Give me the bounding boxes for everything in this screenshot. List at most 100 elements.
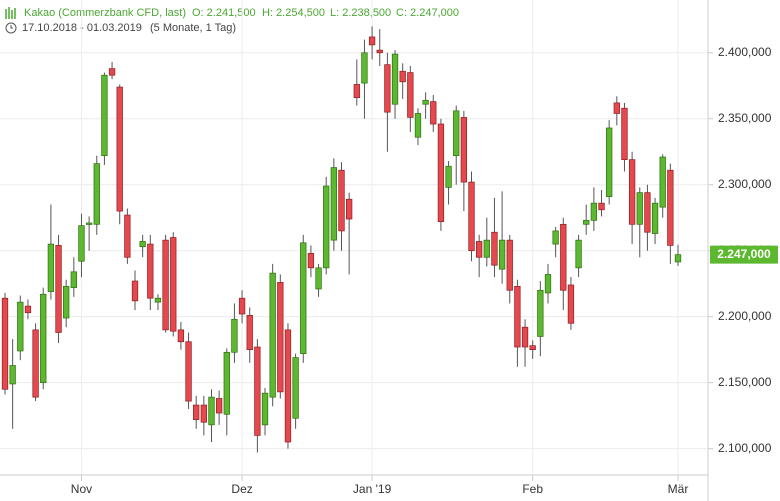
candle-body xyxy=(453,110,460,157)
candle-body xyxy=(476,241,483,258)
candle-body xyxy=(430,101,437,125)
candle-body xyxy=(215,398,223,414)
candle-body xyxy=(85,222,93,225)
candle-body xyxy=(567,284,575,324)
candle-body xyxy=(284,329,292,443)
candle-body xyxy=(223,351,230,415)
candle-body xyxy=(24,305,32,314)
candle-body xyxy=(277,282,284,393)
header: Kakao (Commerzbank CFD, last) O: 2.241,5… xyxy=(5,7,459,34)
candle-body xyxy=(621,107,628,161)
candle-body xyxy=(613,102,620,114)
candle-body xyxy=(292,357,299,419)
close-label: C: 2.247,000 xyxy=(396,7,459,19)
y-tick-label: 2.150,000 xyxy=(718,375,772,389)
candle-body xyxy=(269,272,276,398)
clock-icon xyxy=(5,22,17,34)
candle-body xyxy=(193,404,200,420)
candle-body xyxy=(231,318,238,353)
candle-body xyxy=(659,156,666,208)
clock-hand xyxy=(10,25,13,29)
candle-body xyxy=(78,225,85,262)
last-price-box xyxy=(710,245,778,264)
candle-body xyxy=(17,301,24,352)
candle-body xyxy=(200,404,207,423)
candle-body xyxy=(9,365,16,385)
candle-body xyxy=(483,239,490,258)
candle-body xyxy=(384,64,391,113)
candle-body xyxy=(437,123,445,223)
y-tick-label: 2.350,000 xyxy=(718,111,772,125)
candle-body xyxy=(300,242,307,354)
candle-body xyxy=(391,53,399,105)
candle-body xyxy=(491,231,498,266)
candle-body xyxy=(583,219,590,225)
x-tick-label: Mär xyxy=(668,482,689,496)
candle-body xyxy=(552,230,559,245)
candle-body xyxy=(514,285,521,348)
candle-body xyxy=(368,36,376,46)
y-tick-label: 2.300,000 xyxy=(718,177,772,191)
candle-body xyxy=(445,165,452,188)
candle-body xyxy=(47,243,55,292)
instrument: Kakao (Commerzbank CFD, last) xyxy=(24,7,186,19)
candle-body xyxy=(254,346,261,436)
period: (5 Monate, 1 Tag) xyxy=(150,22,236,34)
candle-body xyxy=(330,167,338,241)
open-label: O: 2.241,500 xyxy=(192,7,256,19)
candle-body xyxy=(667,169,674,246)
candle-body xyxy=(131,280,139,302)
low-label: L: 2.238,500 xyxy=(330,7,391,19)
candle-body xyxy=(636,192,643,225)
candle-body xyxy=(238,297,246,315)
y-tick-label: 2.400,000 xyxy=(718,45,772,59)
candle-body xyxy=(315,267,322,290)
candle-body xyxy=(407,72,414,118)
x-tick-label: Nov xyxy=(71,482,92,496)
candle-body xyxy=(307,252,315,269)
candle-body xyxy=(108,68,116,76)
candle-body xyxy=(55,245,62,333)
candle-body xyxy=(529,345,536,351)
candle-body xyxy=(208,396,215,426)
candle-body xyxy=(422,99,429,105)
candle-body xyxy=(124,214,131,258)
candle-body xyxy=(353,84,360,98)
candle-body xyxy=(537,289,544,337)
candle-body xyxy=(560,223,567,291)
candle-body xyxy=(651,202,659,234)
candle-body xyxy=(674,254,682,263)
candle-body xyxy=(147,243,154,299)
x-tick-label: Feb xyxy=(522,482,543,496)
candle-body xyxy=(154,297,162,303)
candle-body xyxy=(468,181,475,252)
candle-body xyxy=(460,117,468,183)
candle-body xyxy=(101,74,108,157)
x-tick-label: Jan '19 xyxy=(353,482,392,496)
candle-body xyxy=(170,237,177,332)
candle-body xyxy=(376,49,383,54)
candle-body xyxy=(162,239,169,331)
candle-body xyxy=(139,241,146,248)
candle-body xyxy=(1,297,9,390)
y-tick-label: 2.100,000 xyxy=(718,441,772,455)
candle-body xyxy=(506,239,513,291)
candle-body xyxy=(63,285,70,319)
candle-body xyxy=(261,392,269,426)
candle-body xyxy=(116,86,123,212)
candle-body xyxy=(323,185,330,269)
candle-body xyxy=(521,326,529,348)
x-tick-label: Dez xyxy=(231,482,252,496)
candle-body xyxy=(246,314,253,351)
candle-body xyxy=(40,293,47,383)
candle-body xyxy=(498,239,506,270)
grid xyxy=(0,0,708,475)
y-tick-label: 2.200,000 xyxy=(718,309,772,323)
candle-body xyxy=(185,341,192,402)
candle-body xyxy=(177,329,185,343)
chart-icon xyxy=(5,7,16,19)
last-price-label: 2.247,000 xyxy=(717,247,771,261)
candle-body xyxy=(70,271,77,288)
candle-body xyxy=(399,70,406,83)
